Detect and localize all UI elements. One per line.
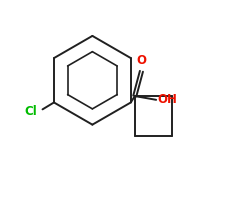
Text: O: O xyxy=(136,54,146,67)
Text: Cl: Cl xyxy=(25,105,38,118)
Text: OH: OH xyxy=(158,93,178,106)
